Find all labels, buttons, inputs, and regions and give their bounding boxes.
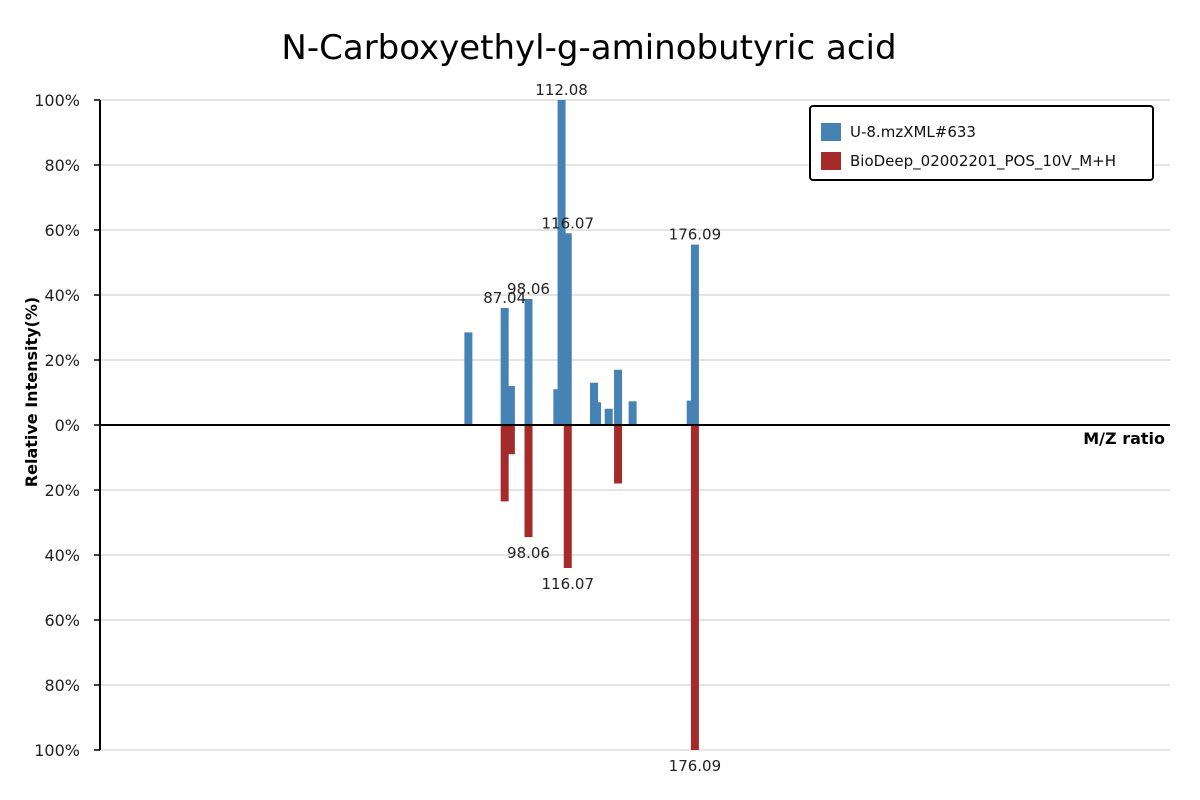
reference-peak-bar	[524, 425, 533, 538]
reference-peak-bar	[563, 425, 572, 568]
query-peak-label: 98.06	[507, 280, 550, 298]
y-axis-title: Relative Intensity(%)	[22, 297, 41, 487]
legend-label-query: U-8.mzXML#633	[850, 123, 976, 141]
y-tick-label: 100%	[34, 91, 80, 110]
grid-lines	[100, 99, 1170, 751]
reference-peak-label: 176.09	[669, 757, 722, 775]
y-tick-label: 40%	[44, 546, 80, 565]
legend-swatch-reference	[821, 152, 841, 170]
legend-item-query[interactable]: U-8.mzXML#633	[821, 122, 976, 142]
y-tick-label: 100%	[34, 741, 80, 760]
y-tick-label: 80%	[44, 156, 80, 175]
query-peak-label: 112.08	[535, 81, 588, 99]
y-tick-label: 0%	[55, 416, 80, 435]
query-peak-bar	[604, 408, 613, 425]
reference-peak-bar	[500, 425, 509, 502]
query-peak-bar	[524, 298, 533, 425]
reference-peak-bar	[506, 425, 515, 455]
reference-peak-bar	[614, 425, 623, 484]
y-tick-label: 60%	[44, 221, 80, 240]
peak-bars	[464, 100, 699, 750]
peak-labels: 87.0498.06112.08116.07176.0998.06116.071…	[483, 81, 721, 775]
y-tick-label: 80%	[44, 676, 80, 695]
query-peak-bar	[628, 401, 637, 425]
x-axis-title: M/Z ratio	[1083, 429, 1165, 448]
query-peak-bar	[553, 389, 562, 425]
legend: U-8.mzXML#633 BioDeep_02002201_POS_10V_M…	[809, 105, 1154, 181]
query-peak-bar	[593, 402, 602, 425]
y-tick-label: 20%	[44, 351, 80, 370]
y-tick-label: 40%	[44, 286, 80, 305]
legend-swatch-query	[821, 123, 841, 141]
query-peak-bar	[506, 386, 515, 425]
legend-item-reference[interactable]: BioDeep_02002201_POS_10V_M+H	[821, 151, 1116, 171]
chart-title: N-Carboxyethyl-g-aminobutyric acid	[281, 28, 897, 68]
y-tick-label: 20%	[44, 481, 80, 500]
reference-peak-label: 98.06	[507, 544, 550, 562]
query-peak-bar	[500, 308, 509, 425]
y-tick-label: 60%	[44, 611, 80, 630]
reference-peak-bar	[690, 425, 699, 750]
query-peak-bar	[690, 244, 699, 425]
query-peak-bar	[686, 400, 695, 425]
query-peak-label: 116.07	[542, 214, 595, 232]
query-peak-bar	[557, 100, 566, 425]
y-tick-labels: 100% 80% 60% 40% 20% 0% 20% 40% 60% 80% 100%	[34, 91, 100, 760]
reference-peak-label: 116.07	[542, 575, 595, 593]
query-peak-bar	[563, 233, 572, 425]
query-peak-label: 176.09	[669, 226, 722, 244]
query-peak-bar	[464, 332, 473, 425]
legend-label-reference: BioDeep_02002201_POS_10V_M+H	[850, 152, 1117, 170]
query-peak-bar	[614, 369, 623, 425]
query-peak-label: 87.04	[483, 289, 526, 307]
